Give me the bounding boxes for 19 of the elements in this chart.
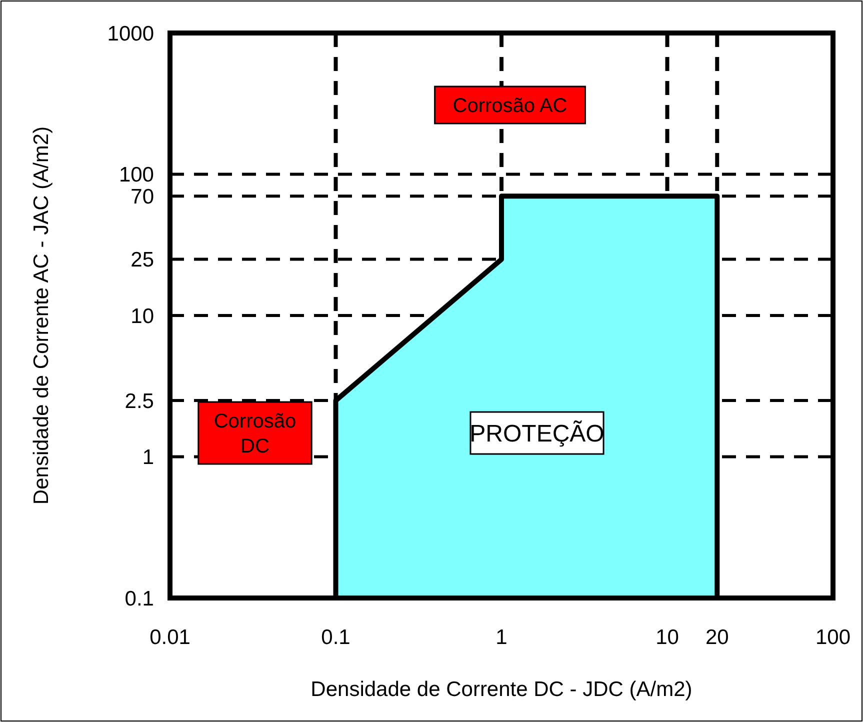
x-tick-label: 0.1 [321,626,350,649]
annotation: PROTEÇÃO [470,419,604,448]
y-tick-label: 25 [130,248,154,272]
y-tick-label: 1 [142,446,154,470]
x-tick-label: 100 [815,626,851,649]
x-tick-label: 1 [496,626,508,649]
y-tick-label: 2.5 [124,390,154,413]
y-tick-label: 1000 [107,22,154,46]
y-tick-label: 0.1 [124,587,154,610]
x-axis-title: Densidade de Corrente DC - JDC (A/m2) [310,678,692,701]
y-tick-label: 100 [118,164,154,187]
y-tick-label: 70 [130,185,154,208]
y-tick-label: 10 [130,304,154,328]
x-tick-label: 20 [705,626,729,649]
annotation: Corrosão AC [452,95,568,117]
x-tick-label: 0.01 [150,626,190,649]
x-tick-label: 10 [656,626,679,649]
y-axis-title: Densidade de Corrente AC - JAC (A/m2) [30,126,53,505]
annotation: Corrosão DC [214,410,296,458]
